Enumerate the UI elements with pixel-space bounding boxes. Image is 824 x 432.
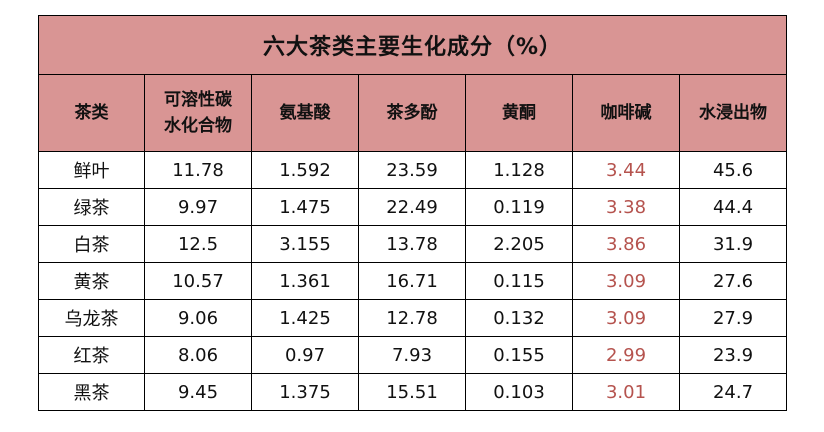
cell-soluble-carbohydrate: 11.78 [144, 151, 252, 189]
cell-tea-polyphenol: 16.71 [358, 262, 466, 300]
cell-water-extract: 44.4 [678, 188, 788, 226]
cell-tea-type: 红茶 [38, 336, 145, 374]
cell-water-extract: 27.6 [678, 262, 788, 300]
cell-flavonoid: 1.128 [465, 151, 573, 189]
cell-tea-type: 鲜叶 [38, 151, 145, 189]
cell-tea-polyphenol: 22.49 [358, 188, 466, 226]
cell-caffeine: 2.99 [572, 336, 680, 374]
cell-caffeine: 3.01 [572, 373, 680, 411]
table-row: 黑茶 9.45 1.375 15.51 0.103 3.01 24.7 [38, 373, 788, 411]
cell-tea-type: 白茶 [38, 225, 145, 263]
header-tea-type: 茶类 [38, 74, 145, 152]
cell-amino-acid: 1.375 [251, 373, 359, 411]
cell-amino-acid: 1.475 [251, 188, 359, 226]
cell-flavonoid: 0.132 [465, 299, 573, 337]
cell-soluble-carbohydrate: 9.97 [144, 188, 252, 226]
cell-flavonoid: 0.103 [465, 373, 573, 411]
cell-amino-acid: 0.97 [251, 336, 359, 374]
table-row: 绿茶 9.97 1.475 22.49 0.119 3.38 44.4 [38, 188, 788, 226]
table-row: 白茶 12.5 3.155 13.78 2.205 3.86 31.9 [38, 225, 788, 263]
cell-caffeine: 3.09 [572, 299, 680, 337]
table-row: 黄茶 10.57 1.361 16.71 0.115 3.09 27.6 [38, 262, 788, 300]
cell-flavonoid: 0.119 [465, 188, 573, 226]
cell-caffeine: 3.38 [572, 188, 680, 226]
cell-soluble-carbohydrate: 10.57 [144, 262, 252, 300]
cell-water-extract: 45.6 [678, 151, 788, 189]
table-row: 鲜叶 11.78 1.592 23.59 1.128 3.44 45.6 [38, 151, 788, 189]
header-amino-acid: 氨基酸 [251, 74, 359, 152]
cell-tea-polyphenol: 23.59 [358, 151, 466, 189]
cell-tea-polyphenol: 7.93 [358, 336, 466, 374]
header-caffeine: 咖啡碱 [572, 74, 680, 152]
cell-soluble-carbohydrate: 12.5 [144, 225, 252, 263]
cell-tea-polyphenol: 15.51 [358, 373, 466, 411]
cell-amino-acid: 1.361 [251, 262, 359, 300]
cell-tea-type: 乌龙茶 [38, 299, 145, 337]
cell-water-extract: 23.9 [678, 336, 788, 374]
cell-water-extract: 27.9 [678, 299, 788, 337]
cell-caffeine: 3.86 [572, 225, 680, 263]
cell-tea-polyphenol: 13.78 [358, 225, 466, 263]
cell-water-extract: 31.9 [678, 225, 788, 263]
cell-tea-type: 黄茶 [38, 262, 145, 300]
header-soluble-carbohydrate-line1: 可溶性碳 [164, 90, 232, 110]
cell-tea-type: 黑茶 [38, 373, 145, 411]
title-row: 六大茶类主要生化成分（%） [37, 15, 788, 75]
cell-amino-acid: 1.425 [251, 299, 359, 337]
cell-tea-polyphenol: 12.78 [358, 299, 466, 337]
tea-composition-table: 六大茶类主要生化成分（%） 茶类 可溶性碳 水化合物 氨基酸 茶多酚 黄酮 咖啡… [37, 15, 788, 411]
header-flavonoid: 黄酮 [465, 74, 573, 152]
header-water-extract: 水浸出物 [678, 74, 788, 152]
cell-soluble-carbohydrate: 9.45 [144, 373, 252, 411]
table-row: 红茶 8.06 0.97 7.93 0.155 2.99 23.9 [38, 336, 788, 374]
cell-flavonoid: 0.115 [465, 262, 573, 300]
cell-amino-acid: 1.592 [251, 151, 359, 189]
header-tea-polyphenol: 茶多酚 [358, 74, 466, 152]
table-title: 六大茶类主要生化成分（%） [37, 15, 788, 75]
cell-caffeine: 3.09 [572, 262, 680, 300]
cell-flavonoid: 0.155 [465, 336, 573, 374]
cell-soluble-carbohydrate: 9.06 [144, 299, 252, 337]
cell-amino-acid: 3.155 [251, 225, 359, 263]
header-soluble-carbohydrate-line2: 水化合物 [164, 116, 232, 136]
table-body: 鲜叶 11.78 1.592 23.59 1.128 3.44 45.6 绿茶 9.97 1.47… [38, 151, 788, 411]
cell-soluble-carbohydrate: 8.06 [144, 336, 252, 374]
cell-tea-type: 绿茶 [38, 188, 145, 226]
header-soluble-carbohydrate: 可溶性碳 水化合物 [144, 74, 252, 152]
table-row: 乌龙茶 9.06 1.425 12.78 0.132 3.09 27.9 [38, 299, 788, 337]
header-row: 茶类 可溶性碳 水化合物 氨基酸 茶多酚 黄酮 咖啡碱 水浸出物 [38, 74, 788, 152]
composition-table-container: 六大茶类主要生化成分（%） 茶类 可溶性碳 水化合物 氨基酸 茶多酚 黄酮 咖啡… [37, 15, 788, 411]
cell-caffeine: 3.44 [572, 151, 680, 189]
cell-water-extract: 24.7 [678, 373, 788, 411]
cell-flavonoid: 2.205 [465, 225, 573, 263]
